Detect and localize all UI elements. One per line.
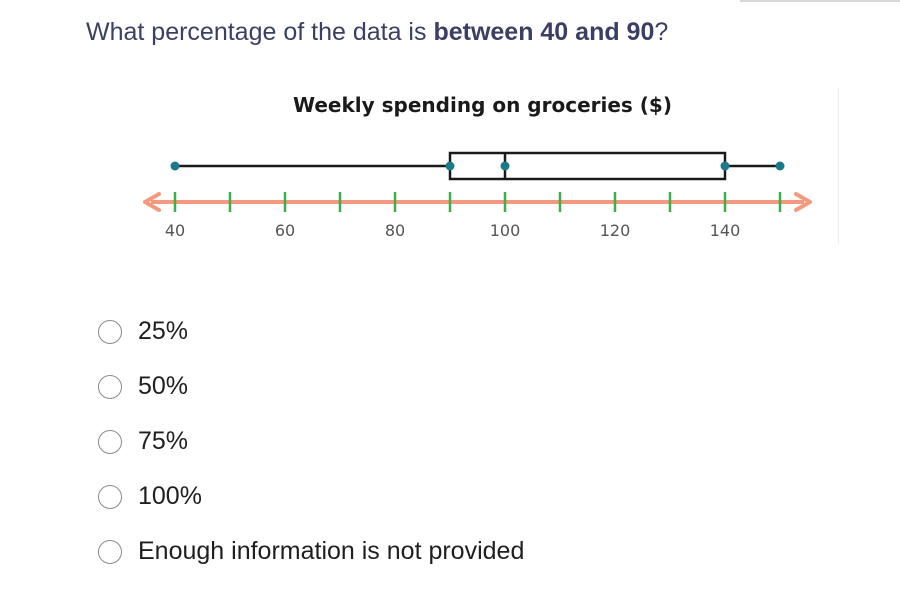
answer-option[interactable]: 100% bbox=[98, 469, 524, 524]
figure-border bbox=[838, 88, 839, 244]
radio-button[interactable] bbox=[98, 539, 122, 564]
top-divider bbox=[740, 0, 900, 2]
tick-label: 120 bbox=[600, 221, 631, 240]
number-line-right-arrow bbox=[794, 192, 812, 212]
box-plot-figure: Weekly spending on groceries ($) 40 60 80 10… bbox=[130, 86, 840, 244]
answer-option-label: 25% bbox=[138, 317, 189, 345]
radio-button[interactable] bbox=[98, 374, 122, 399]
tick-label: 40 bbox=[165, 221, 185, 240]
tick-label: 100 bbox=[490, 221, 521, 240]
question-emphasis: between 40 and 90 bbox=[433, 18, 655, 46]
point-min bbox=[170, 161, 180, 171]
point-median bbox=[500, 161, 510, 171]
answer-options: 25% 50% 75% 100% Enough information is n… bbox=[98, 304, 524, 579]
point-q3 bbox=[720, 161, 730, 171]
radio-button[interactable] bbox=[98, 484, 122, 509]
answer-option[interactable]: 75% bbox=[98, 414, 524, 469]
answer-option-label: 50% bbox=[138, 372, 189, 400]
number-line-left-arrow bbox=[143, 192, 161, 212]
question-text: What percentage of the data is between 4… bbox=[86, 18, 668, 47]
chart-title: Weekly spending on groceries ($) bbox=[293, 93, 672, 117]
box-q1-q3 bbox=[448, 151, 727, 181]
radio-button[interactable] bbox=[98, 319, 122, 344]
answer-option-label: 75% bbox=[138, 427, 189, 455]
answer-option[interactable]: Enough information is not provided bbox=[98, 524, 524, 579]
answer-option[interactable]: 50% bbox=[98, 359, 524, 414]
radio-button[interactable] bbox=[98, 429, 122, 454]
question-suffix: ? bbox=[654, 18, 669, 46]
tick-label: 80 bbox=[385, 221, 405, 240]
question-prefix: What percentage of the data is bbox=[86, 18, 434, 46]
answer-option[interactable]: 25% bbox=[98, 304, 524, 359]
tick-label: 140 bbox=[710, 221, 741, 240]
point-max bbox=[775, 161, 785, 171]
box-plot-chart: Weekly spending on groceries ($) 40 60 80 10… bbox=[143, 93, 812, 240]
tick-label: 60 bbox=[275, 221, 295, 240]
answer-option-label: Enough information is not provided bbox=[138, 537, 525, 565]
answer-option-label: 100% bbox=[138, 482, 202, 510]
point-q1 bbox=[445, 161, 455, 171]
